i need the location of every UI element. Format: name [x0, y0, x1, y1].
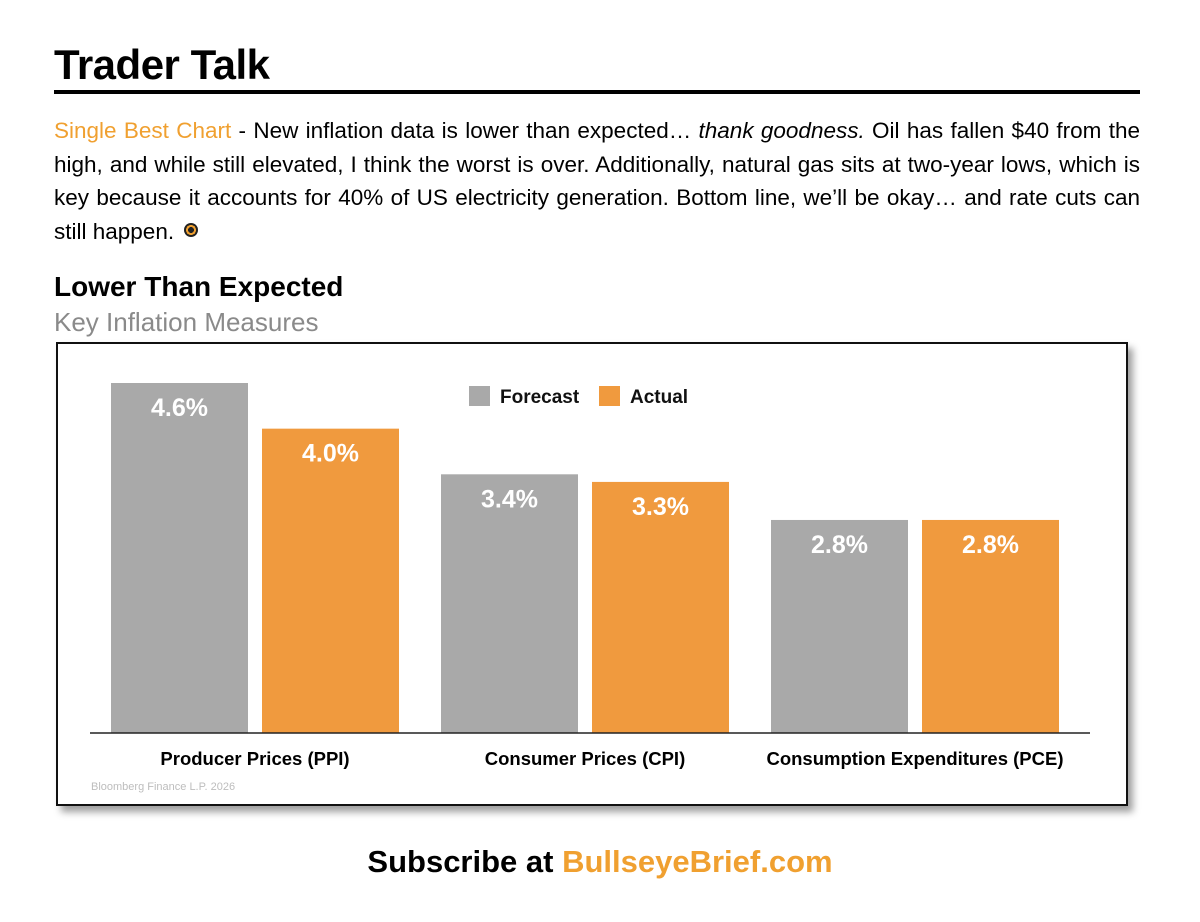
legend-swatch-forecast — [469, 386, 490, 406]
data-label-actual-2: 3.3% — [632, 493, 689, 521]
bullseye-icon — [184, 222, 199, 237]
bar-chart: 4.6% 4.0% Producer Prices (PPI) 3.4% 3.3% Con… — [90, 383, 1090, 793]
subscribe-prefix: Subscribe at — [367, 844, 563, 879]
category-label-1: Producer Prices (PPI) — [160, 748, 349, 769]
intro-emphasis: thank goodness. — [698, 118, 865, 143]
data-label-actual-1: 4.0% — [302, 440, 359, 468]
source-note: Bloomberg Finance L.P. 2026 — [91, 781, 235, 793]
chart-frame: 4.6% 4.0% Producer Prices (PPI) 3.4% 3.3% Con… — [56, 342, 1128, 806]
intro-text-a: - New inflation data is lower than expec… — [231, 118, 699, 143]
bar-forecast-1 — [111, 383, 248, 733]
data-label-forecast-3: 2.8% — [811, 531, 868, 559]
subscribe-footer: Subscribe at BullseyeBrief.com — [0, 842, 1200, 882]
chart-title: Lower Than Expected — [54, 271, 344, 302]
bar-forecast-3 — [771, 519, 908, 733]
legend-label-forecast: Forecast — [500, 387, 580, 408]
data-label-forecast-1: 4.6% — [151, 394, 208, 422]
bar-forecast-2 — [441, 474, 578, 733]
legend-swatch-actual — [599, 386, 620, 406]
bar-actual-3 — [922, 519, 1059, 733]
intro-paragraph: Single Best Chart - New inflation data i… — [54, 114, 1140, 248]
data-label-forecast-2: 3.4% — [481, 485, 538, 513]
intro-text-b: Oil has fallen $40 from the high, and wh… — [54, 118, 1141, 244]
intro-lead: Single Best Chart — [54, 118, 232, 143]
subscribe-link[interactable]: BullseyeBrief.com — [562, 844, 833, 879]
category-label-2: Consumer Prices (CPI) — [485, 748, 685, 769]
legend-label-actual: Actual — [630, 387, 688, 408]
chart-subtitle: Key Inflation Measures — [54, 307, 319, 337]
category-label-3: Consumption Expenditures (PCE) — [766, 748, 1063, 769]
title-divider — [54, 90, 1140, 94]
page-title: Trader Talk — [54, 41, 270, 88]
bar-actual-2 — [592, 481, 729, 733]
bar-actual-1 — [262, 428, 399, 733]
data-label-actual-3: 2.8% — [962, 531, 1019, 559]
